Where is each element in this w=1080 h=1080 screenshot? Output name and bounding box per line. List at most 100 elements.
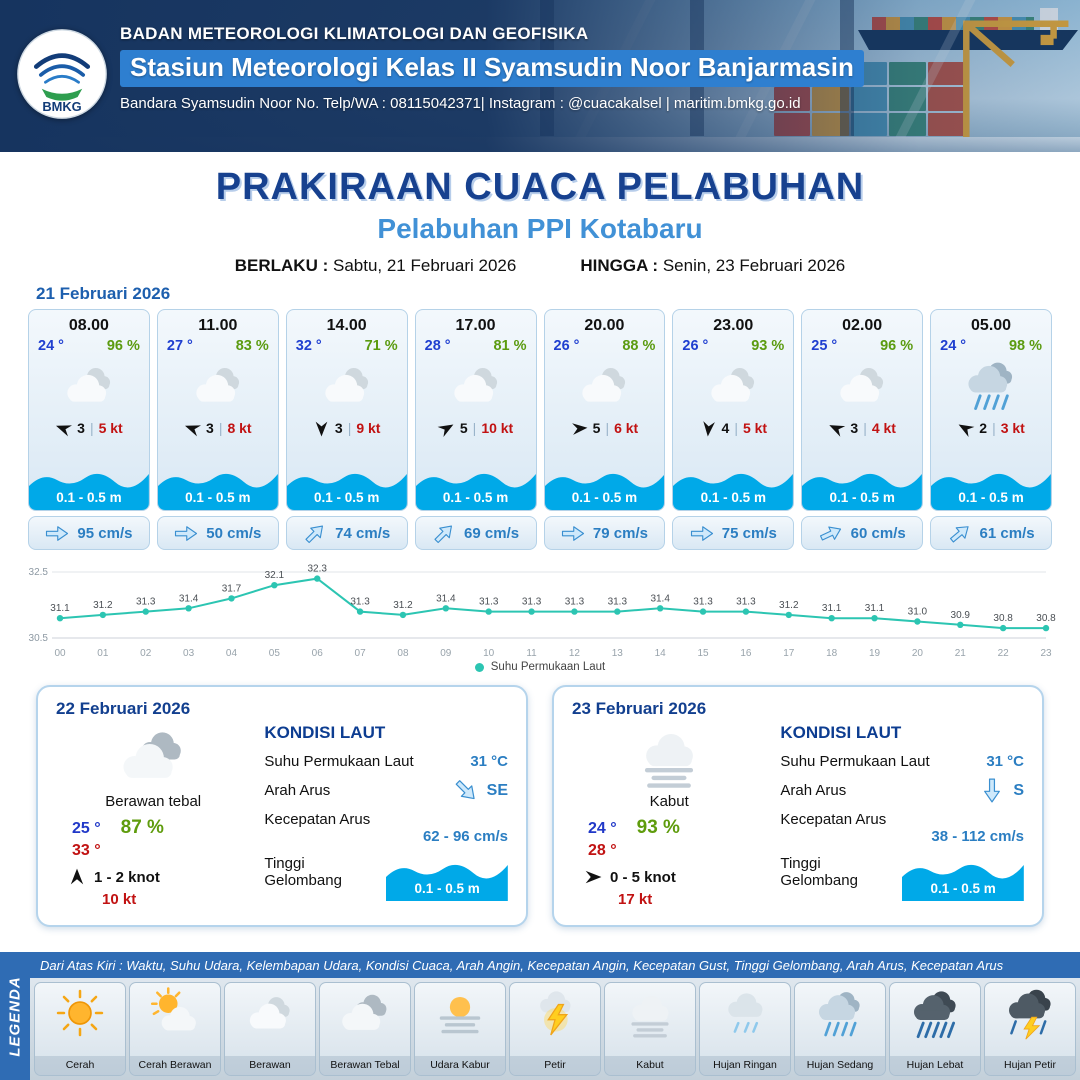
legend-item-cerah-berawan: Cerah Berawan [129, 982, 221, 1076]
legend-item-hujan-sedang: Hujan Sedang [794, 982, 886, 1076]
legend-item-label: Petir [510, 1056, 600, 1075]
wave-height-graphic: 0.1 - 0.5 m [386, 857, 508, 901]
humidity: 96 % [106, 338, 140, 354]
weather-icon [802, 354, 922, 416]
wind-speed: 1 - 2 knot [94, 868, 160, 886]
gust-speed: 6 kt [614, 420, 639, 436]
wind-speed: 3 [850, 420, 859, 436]
svg-text:13: 13 [612, 648, 624, 659]
divider: | [992, 420, 996, 436]
svg-text:30.9: 30.9 [951, 610, 971, 621]
divider: | [863, 420, 867, 436]
divider: | [218, 420, 223, 436]
divider: | [605, 420, 610, 436]
current-speed: 79 cm/s [592, 524, 648, 542]
wind-direction-icon [68, 868, 86, 886]
svg-text:19: 19 [869, 648, 881, 659]
svg-text:31.3: 31.3 [479, 597, 499, 608]
current-direction-icon [982, 778, 1003, 804]
cerah-icon [53, 986, 107, 1045]
wave-height-band: 0.1 - 0.5 m [415, 466, 536, 510]
humidity: 93 % [636, 817, 680, 838]
current-direction-icon [690, 524, 714, 543]
wind-speed: 0 - 5 knot [610, 868, 676, 886]
wind-speed: 5 [459, 420, 468, 436]
svg-text:31.4: 31.4 [436, 593, 456, 604]
wave-height-band: 0.1 - 0.5 m [802, 466, 923, 510]
chart-legend-label: Suhu Permukaan Laut [490, 661, 606, 673]
gust-speed: 17 kt [618, 891, 653, 908]
wave-height-band: 0.1 - 0.5 m [29, 466, 149, 510]
gust-speed: 10 kt [481, 420, 514, 436]
air-temp: 32 ° [295, 338, 322, 354]
humidity: 87 % [120, 817, 164, 838]
wind-speed: 3 [77, 420, 85, 436]
forecast-time: 17.00 [455, 317, 496, 334]
current-speed: 69 cm/s [464, 524, 520, 542]
svg-text:31.3: 31.3 [522, 597, 542, 608]
sst-value: 31 °C [470, 753, 508, 770]
svg-text:17: 17 [783, 648, 795, 659]
current-speed: 60 cm/s [850, 524, 906, 542]
divider: | [89, 420, 94, 436]
svg-text:23: 23 [1040, 648, 1052, 659]
weather-icon [416, 354, 536, 416]
hujan-ringan-icon [718, 986, 772, 1045]
svg-text:32.1: 32.1 [265, 570, 285, 581]
gust-speed: 5 kt [98, 420, 123, 436]
svg-text:08: 08 [397, 648, 409, 659]
temp-max: 33 ° [72, 842, 101, 859]
legend-item-label: Berawan [225, 1056, 315, 1075]
wave-height-graphic: 0.1 - 0.5 m [902, 857, 1024, 901]
wave-height: 0.1 - 0.5 m [414, 881, 480, 896]
legend-section: LEGENDA Dari Atas Kiri : Waktu, Suhu Uda… [0, 952, 1080, 1080]
svg-text:31.2: 31.2 [393, 600, 413, 611]
current-speed: 62 - 96 cm/s [422, 828, 508, 845]
current-direction-icon [45, 524, 69, 543]
svg-text:30.8: 30.8 [993, 613, 1013, 624]
forecast-card-day2: 22 Februari 2026 Berawan tebal 25 ° 87 %… [36, 685, 528, 927]
legend-item-hujan-petir: Hujan Petir [984, 982, 1076, 1076]
svg-text:31.2: 31.2 [93, 600, 113, 611]
wind-direction-icon [584, 868, 602, 886]
sea-condition-title: KONDISI LAUT [264, 723, 386, 742]
wind-speed: 2 [979, 420, 988, 436]
current-direction-icon [561, 524, 585, 543]
wave-height: 0.1 - 0.5 m [829, 490, 895, 505]
air-temp: 27 ° [166, 338, 193, 354]
wave-height: 0.1 - 0.5 m [930, 881, 996, 896]
svg-text:31.3: 31.3 [350, 597, 370, 608]
svg-text:05: 05 [269, 648, 281, 659]
wave-height-band: 0.1 - 0.5 m [673, 466, 794, 510]
air-temp: 25 ° [811, 338, 838, 354]
page-title: PRAKIRAAN CUACA PELABUHAN [215, 166, 865, 208]
daily-forecast-row: 22 Februari 2026 Berawan tebal 25 ° 87 %… [0, 673, 1080, 927]
forecast-time: 20.00 [584, 317, 625, 334]
humidity: 83 % [235, 338, 269, 354]
svg-text:18: 18 [826, 648, 838, 659]
forecast-time: 05.00 [971, 317, 1012, 334]
legend-item-label: Hujan Ringan [700, 1056, 790, 1075]
svg-text:31.3: 31.3 [565, 597, 585, 608]
page-subtitle: Pelabuhan PPI Kotabaru [377, 213, 703, 244]
svg-text:31.7: 31.7 [222, 583, 242, 594]
gust-speed: 8 kt [227, 420, 252, 436]
kabut-icon [623, 986, 677, 1045]
air-temp: 24 ° [940, 338, 967, 354]
legend-item-berawan: Berawan [224, 982, 316, 1076]
petir-icon [528, 986, 582, 1045]
temp-min: 24 ° [588, 820, 617, 837]
legend-title: LEGENDA [6, 975, 24, 1057]
contact-line: Bandara Syamsudin Noor No. Telp/WA : 081… [120, 95, 801, 112]
current-direction-icon [944, 518, 975, 548]
wave-height: 0.1 - 0.5 m [56, 490, 122, 505]
svg-text:10: 10 [483, 648, 495, 659]
wind-direction-icon [699, 419, 717, 437]
wind-direction-icon [313, 420, 330, 437]
weather-icon [673, 354, 793, 416]
svg-text:31.3: 31.3 [693, 597, 713, 608]
svg-text:21: 21 [955, 648, 967, 659]
current-direction-icon [449, 774, 482, 807]
title-block: PRAKIRAAN CUACA PELABUHAN Pelabuhan PPI … [0, 152, 1080, 276]
current-box: 79 cm/s [543, 516, 666, 550]
